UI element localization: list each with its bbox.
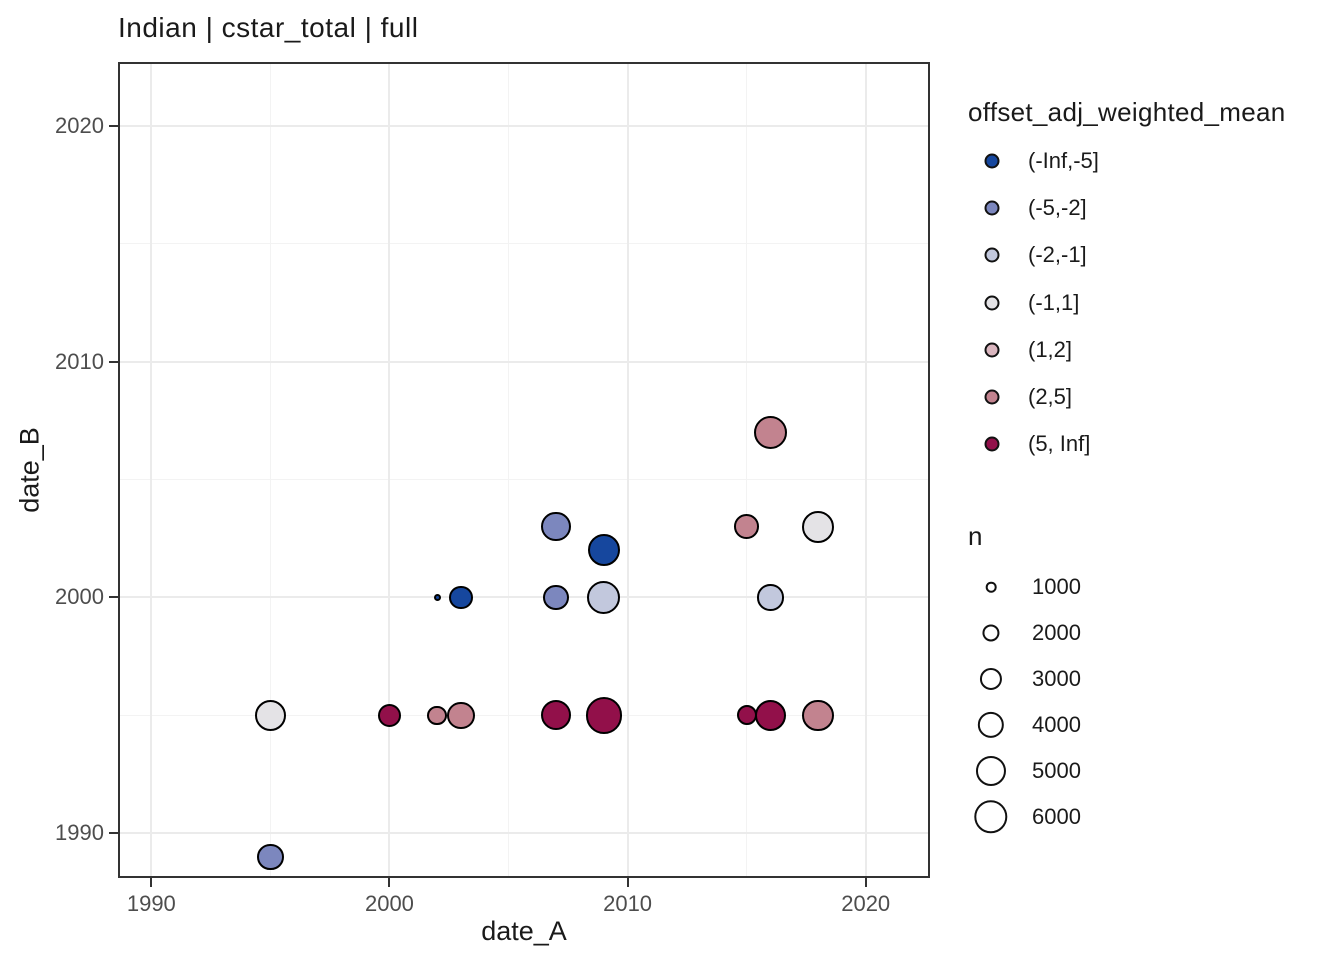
x-major-gridline [388,64,391,876]
data-point [753,415,788,449]
x-minor-gridline [508,64,510,876]
data-point [541,511,571,542]
x-tick-mark [150,878,153,887]
x-tick-label: 2020 [841,891,891,916]
color-legend-label: (1,2] [1028,336,1073,362]
x-tick-label: 2000 [364,891,414,916]
size-legend-label: 6000 [1032,804,1081,829]
data-point [802,510,835,543]
y-major-gridline [120,360,928,363]
y-major-gridline [120,596,928,599]
data-point [447,701,475,729]
plot-panel [118,62,930,878]
color-legend-label: (-1,1] [1028,289,1080,315]
y-minor-gridline [120,478,928,480]
size-legend-label: 2000 [1032,620,1081,645]
color-legend-key [984,295,1000,311]
y-tick-label: 2020 [55,112,104,138]
data-point [802,699,834,731]
x-minor-gridline [269,64,271,876]
y-major-gridline [120,832,928,835]
data-point [427,705,447,725]
data-point [587,534,620,567]
size-legend-title: n [968,521,983,551]
x-major-gridline [150,64,153,876]
size-legend-label: 5000 [1032,758,1081,783]
data-point [257,843,284,870]
data-point [433,593,441,601]
size-legend-key [977,711,1005,739]
color-legend-key [984,153,1000,169]
y-tick-mark [109,832,118,835]
x-tick-mark [626,878,629,887]
x-major-gridline [626,64,629,876]
size-legend-key [985,581,997,593]
data-point [377,703,402,727]
color-legend-label: (-5,-2] [1028,195,1087,221]
x-minor-gridline [746,64,748,876]
y-axis-title: date_B [14,427,45,513]
x-tick-label: 2010 [603,891,653,916]
y-tick-mark [109,596,118,599]
data-point [757,584,784,611]
color-legend-label: (-Inf,-5] [1028,148,1099,173]
y-tick-mark [109,124,118,127]
data-point [585,697,622,734]
color-legend-label: (2,5] [1028,384,1073,409]
data-point [543,584,569,611]
size-legend-key [975,755,1007,787]
color-legend-key [984,342,1000,358]
x-tick-label: 1990 [126,891,176,916]
color-legend-label: (-2,-1] [1028,242,1087,268]
color-legend-key [984,436,1000,452]
data-point [254,699,287,731]
x-tick-mark [864,878,867,887]
data-point [754,699,787,731]
size-legend-label: 1000 [1032,574,1081,599]
x-tick-mark [388,878,391,887]
x-major-gridline [864,64,867,876]
data-point [734,514,759,539]
y-major-gridline [120,124,928,127]
size-legend-label: 3000 [1032,666,1081,691]
color-legend-title: offset_adj_weighted_mean [968,97,1286,127]
color-legend-key [984,200,1000,216]
y-tick-label: 2000 [55,584,104,610]
y-minor-gridline [120,243,928,245]
size-legend-key [979,667,1003,691]
data-point [449,585,473,610]
page-title: Indian | cstar_total | full [118,12,419,43]
y-tick-label: 1990 [55,820,104,846]
color-legend-label: (5, Inf] [1028,431,1091,457]
color-legend-key [984,247,1000,263]
color-legend-key [984,389,1000,405]
size-legend-key [982,624,1000,642]
y-tick-mark [109,360,118,363]
y-tick-label: 2010 [55,348,104,374]
size-legend-label: 4000 [1032,712,1081,737]
data-point [541,700,572,731]
data-point [736,705,757,726]
x-axis-title: date_A [481,916,567,946]
data-point [587,580,621,615]
y-minor-gridline [120,714,928,716]
size-legend-key [974,800,1008,834]
